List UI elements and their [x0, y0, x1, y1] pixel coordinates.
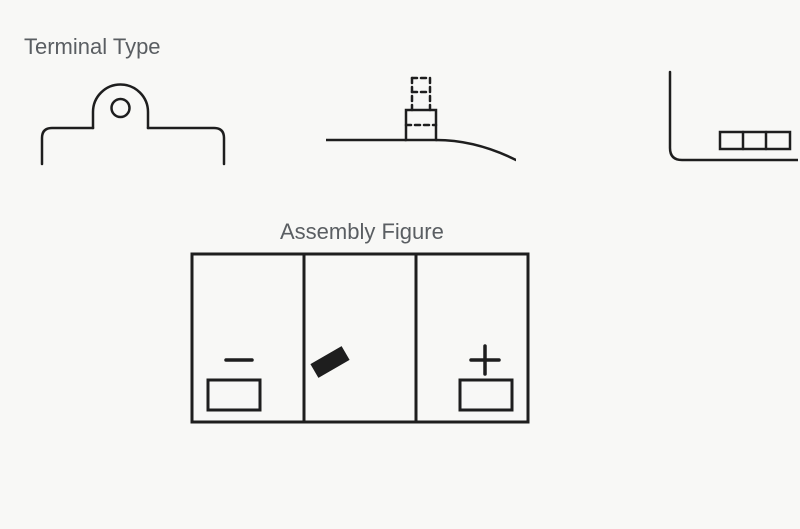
assembly-figure-heading: Assembly Figure	[280, 219, 444, 245]
terminal-figures-row	[0, 68, 800, 198]
terminal-type-heading: Terminal Type	[24, 34, 161, 60]
terminal-post	[326, 70, 516, 170]
terminal-slot	[658, 70, 798, 170]
terminal-ring-lug	[38, 78, 228, 168]
assembly-figure	[190, 252, 530, 437]
